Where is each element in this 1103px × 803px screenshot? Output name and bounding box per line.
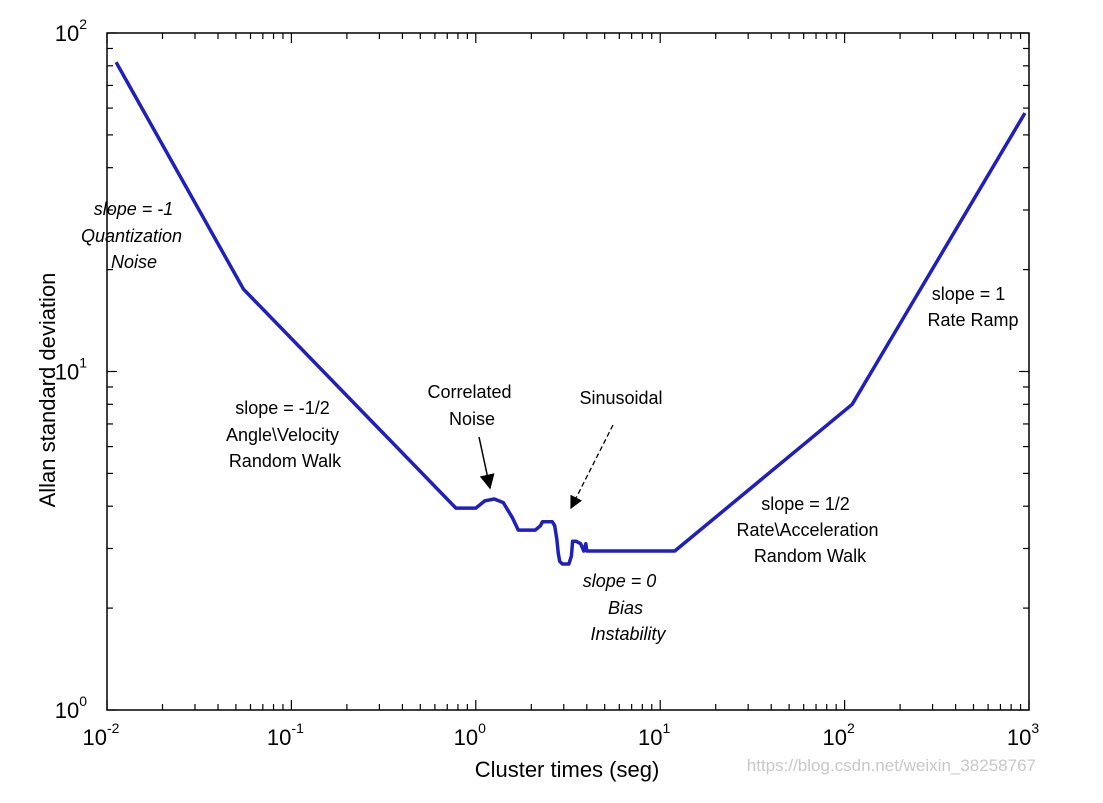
annotation-line: Random Walk <box>229 451 342 471</box>
annotation-line: slope = 1 <box>932 284 1006 304</box>
annotation-line: Noise <box>449 409 495 429</box>
sinusoidal-arrow <box>570 424 614 510</box>
x-axis-label: Cluster times (seg) <box>475 757 660 782</box>
y-axis-label: Allan standard deviation <box>35 273 60 508</box>
y-tick-label: 100 <box>55 693 87 723</box>
axis-ticks: 10-2 10-1 100 101 102 103 100 101 102 <box>55 16 1040 750</box>
annotation-line: slope = 0 <box>583 571 657 591</box>
x-tick-label: 103 <box>1007 720 1039 750</box>
annotation-rate-ramp: slope = 1 Rate Ramp <box>927 284 1018 330</box>
annotation-line: Correlated <box>427 382 511 402</box>
annotation-line: Rate Ramp <box>927 310 1018 330</box>
x-tick-label: 10-2 <box>83 720 120 750</box>
annotation-line: Angle\Velocity <box>226 425 339 445</box>
annotation-line: slope = -1/2 <box>235 398 330 418</box>
x-tick-label: 100 <box>454 720 486 750</box>
annotation-sinusoidal: Sinusoidal <box>579 388 662 408</box>
y-tick-label: 102 <box>55 16 87 46</box>
y-tick-label: 101 <box>55 355 87 385</box>
annotation-line: Instability <box>590 624 666 644</box>
correlated-noise-arrow <box>478 436 495 490</box>
annotation-line: Noise <box>111 252 157 272</box>
annotation-line: Quantization <box>81 226 182 246</box>
plot-frame <box>106 32 1030 711</box>
annotation-line: Random Walk <box>754 546 867 566</box>
annotation-line: slope = -1 <box>94 199 174 219</box>
annotation-quantization-noise: slope = -1 Quantization Noise <box>81 199 187 272</box>
annotation-line: Bias <box>608 598 643 618</box>
annotation-bias-instability: slope = 0 Bias Instability <box>583 571 667 644</box>
x-tick-label: 101 <box>638 720 670 750</box>
x-tick-label: 10-1 <box>267 720 304 750</box>
allan-deviation-line <box>114 61 1027 566</box>
annotation-correlated-noise: Correlated Noise <box>427 382 516 429</box>
annotation-line: Rate\Acceleration <box>736 520 878 540</box>
annotation-angle-random-walk: slope = -1/2 Angle\Velocity Random Walk <box>226 398 344 471</box>
annotation-line: slope = 1/2 <box>761 494 850 514</box>
watermark-text: https://blog.csdn.net/weixin_38258767 <box>747 756 1036 775</box>
x-tick-label: 102 <box>822 720 854 750</box>
annotation-rate-random-walk: slope = 1/2 Rate\Acceleration Random Wal… <box>736 494 883 566</box>
